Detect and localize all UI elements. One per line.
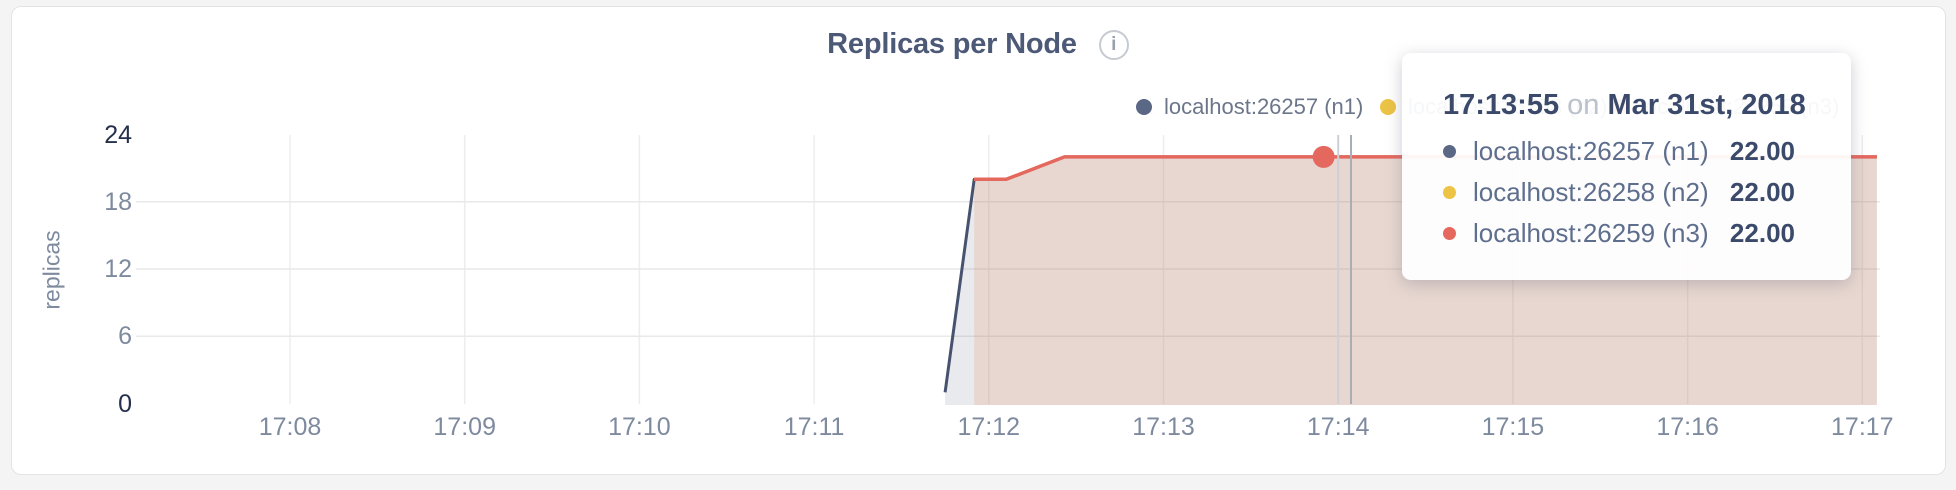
tooltip-row: localhost:26259 (n3) 22.00	[1443, 213, 1795, 254]
tooltip-conjunction: on	[1567, 89, 1600, 121]
y-tick-label: 0	[118, 389, 132, 418]
x-tick-label: 17:17	[1831, 413, 1894, 441]
legend-dot-icon	[1380, 99, 1396, 115]
y-tick-label: 12	[104, 255, 132, 283]
y-tick-label: 24	[104, 120, 132, 149]
tooltip-series-dot-icon	[1443, 227, 1456, 240]
tooltip-date: Mar 31st, 2018	[1607, 89, 1806, 121]
tooltip-series-label: localhost:26257 (n1)	[1473, 136, 1709, 166]
x-tick-label: 17:12	[957, 413, 1021, 441]
tooltip-series-value: 22.00	[1729, 177, 1795, 207]
x-tick-label: 17:08	[258, 413, 322, 441]
hover-tooltip: 17:13:55 on Mar 31st, 2018 localhost:262…	[1402, 53, 1851, 280]
tooltip-row: localhost:26257 (n1) 22.00	[1443, 131, 1795, 172]
x-tick-label: 17:10	[608, 413, 671, 441]
tooltip-series-dot-icon	[1443, 145, 1456, 158]
tooltip-title: 17:13:55 on Mar 31st, 2018	[1443, 89, 1851, 121]
hover-point-dot	[1312, 145, 1335, 168]
x-tick-label: 17:14	[1306, 413, 1370, 441]
page-title: Replicas per Node	[827, 28, 1077, 60]
y-tick-label: 18	[104, 187, 132, 216]
tooltip-series-dot-icon	[1443, 186, 1456, 199]
tooltip-series-value: 22.00	[1729, 136, 1795, 166]
x-tick-label: 17:09	[433, 413, 496, 441]
info-icon[interactable]: i	[1098, 29, 1129, 60]
tooltip-row: localhost:26258 (n2) 22.00	[1443, 172, 1795, 213]
tooltip-series-label: localhost:26259 (n3)	[1473, 218, 1709, 248]
x-tick-label: 17:16	[1656, 413, 1719, 441]
x-tick-label: 17:15	[1481, 413, 1545, 441]
legend-dot-icon	[1136, 99, 1152, 115]
tooltip-rows: localhost:26257 (n1) 22.00 localhost:26258…	[1443, 131, 1795, 254]
legend-item-label: localhost:26257 (n1)	[1164, 94, 1364, 119]
tooltip-time: 17:13:55	[1443, 89, 1560, 121]
x-tick-label: 17:13	[1132, 413, 1195, 441]
tooltip-series-label: localhost:26258 (n2)	[1473, 177, 1709, 207]
tooltip-series-value: 22.00	[1729, 218, 1795, 248]
x-tick-label: 17:11	[783, 413, 845, 441]
hover-overlay	[1312, 135, 1352, 404]
chart-header: Replicas per Node i	[0, 28, 1956, 61]
legend-item[interactable]: localhost:26257 (n1)	[1136, 94, 1364, 119]
y-tick-label: 6	[118, 322, 132, 351]
